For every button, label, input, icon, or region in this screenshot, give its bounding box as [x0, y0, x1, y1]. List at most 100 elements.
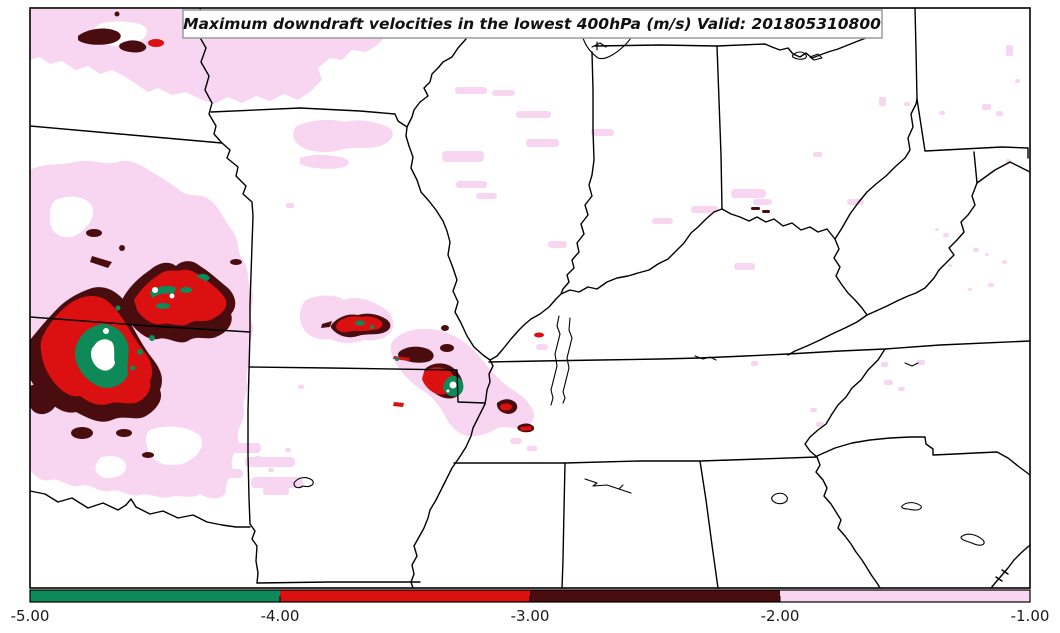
colorbar-segment-red: [280, 590, 530, 602]
light-contour-patch: [510, 438, 522, 444]
red-contour-blob: [534, 332, 544, 338]
maroon-contour-blob: [119, 245, 125, 251]
light-contour-patch: [548, 241, 567, 248]
pink-iowa-patch: [293, 119, 393, 153]
maroon-contour-blob: [751, 207, 760, 210]
colorbar-label: -3.00: [511, 607, 550, 625]
maroon-contour-blob: [321, 321, 332, 328]
light-contour-patch: [943, 233, 949, 237]
lake-barkley: [562, 317, 573, 404]
green-contour-blob: [196, 273, 210, 282]
light-contour-patch: [286, 203, 294, 208]
light-contour-patch: [456, 181, 487, 188]
westvirginia-virginia-border: [866, 182, 978, 316]
green-contour-blob: [395, 357, 399, 361]
red-contour-blob: [393, 402, 404, 407]
light-contour-patch: [985, 253, 989, 256]
light-contour-patch: [847, 199, 864, 205]
maroon-contour-blob: [440, 344, 454, 352]
light-contour-patch: [751, 361, 758, 366]
light-contour-patch: [813, 152, 822, 157]
light-contour-patch: [881, 362, 888, 367]
lake-ouachita: [293, 477, 314, 489]
tennessee-northcarolina-border: [804, 348, 886, 458]
green-contour-blob: [137, 349, 143, 355]
light-contour-patch: [442, 151, 484, 162]
northcarolina-southcarolina-border: [816, 436, 1031, 476]
tennessee-river-alabama: [584, 478, 632, 494]
title-box: Maximum downdraft velocities in the lowe…: [182, 9, 883, 39]
light-contour-patch: [884, 380, 893, 385]
kansas-oklahoma-border: [29, 316, 251, 333]
savannah-river-border: [815, 456, 881, 589]
light-contour-patch: [988, 283, 994, 287]
indiana-ohio-border: [716, 45, 723, 210]
michigan-line-erie-shore: [594, 37, 867, 59]
light-contour-patch: [731, 189, 766, 198]
green-contour-blob: [370, 325, 374, 329]
colorbar-segment-maroon: [530, 590, 780, 602]
light-contour-patch: [939, 111, 945, 115]
light-contour-patch: [879, 97, 886, 106]
light-contour-patch: [263, 487, 289, 495]
kentucky-westvirginia-border: [833, 238, 868, 316]
maroon-contour-blob: [114, 11, 120, 17]
ohio-river: [489, 98, 918, 361]
light-contour-patch: [917, 360, 925, 365]
white-core: [91, 339, 115, 371]
light-contour-patch: [255, 456, 261, 460]
iowa-missouri-border: [210, 107, 408, 128]
title-box-background: [182, 9, 883, 39]
maroon-contour-blob: [230, 259, 242, 265]
mississippi-alabama-border: [561, 462, 566, 589]
mississippi-river-upper: [405, 38, 491, 361]
red-contour-blob: [520, 426, 532, 431]
ohio-pennsylvania-border: [914, 7, 918, 100]
georgia-mountain-lake: [771, 492, 788, 505]
light-contour-patch: [973, 248, 979, 252]
lake-erie-islands: [791, 51, 823, 61]
green-contour-blob: [115, 305, 121, 311]
colorbar-label: -2.00: [761, 607, 800, 625]
light-contour-patch: [1002, 260, 1007, 264]
light-contour-patch: [753, 199, 772, 205]
maroon-contour-blob: [90, 256, 112, 268]
light-contour-patch: [245, 457, 295, 467]
white-core: [449, 381, 457, 389]
green-contour-blob: [180, 287, 192, 293]
illinois-indiana-border: [560, 51, 595, 295]
light-contour-patch: [591, 129, 614, 136]
map-title: Maximum downdraft velocities in the lowe…: [183, 15, 881, 33]
light-contour-patch: [455, 87, 487, 94]
lake-murray: [901, 502, 922, 511]
light-contour-patch: [1015, 79, 1020, 83]
pink-nmo-streak: [300, 155, 349, 169]
kentucky-virginia-border: [787, 314, 868, 356]
tennessee-south-border: [453, 456, 818, 464]
green-contour-blob: [149, 335, 155, 341]
state-boundaries: [29, 7, 1031, 589]
light-contour-patch: [516, 111, 551, 118]
light-contour-patch: [904, 102, 910, 106]
lake-marion: [960, 533, 985, 546]
colorbar-label: -5.00: [11, 607, 50, 625]
red-contour-blob: [500, 403, 512, 411]
light-contour-patch: [935, 228, 939, 231]
mississippi-river-lower: [410, 359, 494, 589]
maroon-contour-blob: [119, 40, 147, 53]
light-contour-patch: [298, 385, 304, 389]
maroon-contour-blob: [762, 210, 770, 213]
alabama-georgia-border: [699, 460, 719, 589]
light-contour-patch: [268, 468, 274, 472]
light-contour-patch: [1006, 45, 1013, 56]
white-core: [169, 293, 175, 299]
missouri-arkansas-border: [248, 366, 486, 404]
light-contour-patch: [968, 288, 972, 291]
colorbar-segment-green: [30, 590, 280, 602]
map-frame: [29, 7, 1031, 589]
maroon-contour-blob: [71, 427, 93, 439]
light-contour-patch: [734, 263, 755, 270]
colorbar-label: -4.00: [261, 607, 300, 625]
kentucky-lake: [550, 315, 561, 406]
